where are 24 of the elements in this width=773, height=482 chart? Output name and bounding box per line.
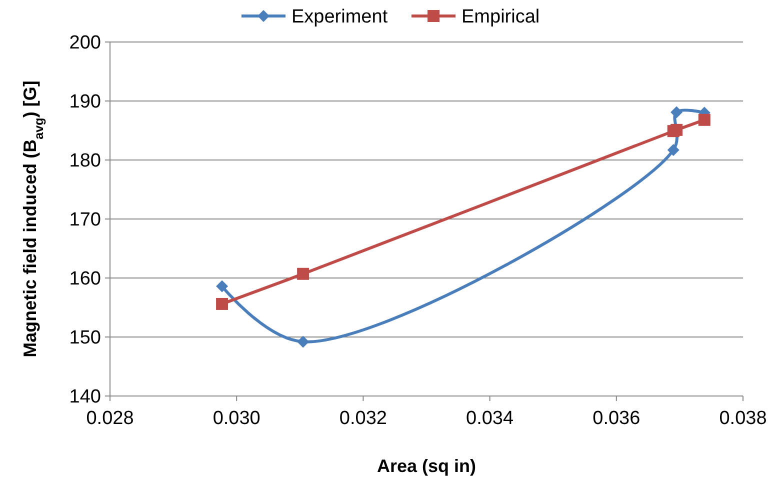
y-tick-label: 170 — [69, 210, 101, 231]
y-tick-label: 140 — [69, 386, 101, 408]
point — [667, 144, 680, 156]
y-tick-label: 180 — [69, 150, 101, 172]
point — [297, 268, 310, 280]
point — [698, 114, 710, 126]
point — [216, 280, 228, 292]
legend-label: Experiment — [292, 6, 388, 28]
y-tick-label: 200 — [69, 32, 101, 54]
x-axis-title: Area (sq in) — [376, 456, 476, 476]
legend-label: Empirical — [462, 6, 540, 28]
x-tick-label: 0.036 — [592, 408, 640, 429]
x-tick-label: 0.028 — [86, 408, 134, 429]
y-tick-label: 160 — [69, 268, 101, 290]
x-tick-label: 0.034 — [466, 408, 514, 429]
point — [670, 124, 683, 136]
x-tick-label: 0.038 — [719, 408, 767, 429]
y-tick-label: 150 — [69, 328, 101, 349]
point — [297, 336, 310, 348]
point — [670, 106, 683, 118]
point — [216, 298, 228, 310]
x-tick-label: 0.032 — [339, 408, 387, 429]
x-tick-label: 0.030 — [212, 408, 260, 429]
y-tick-label: 190 — [69, 92, 101, 113]
